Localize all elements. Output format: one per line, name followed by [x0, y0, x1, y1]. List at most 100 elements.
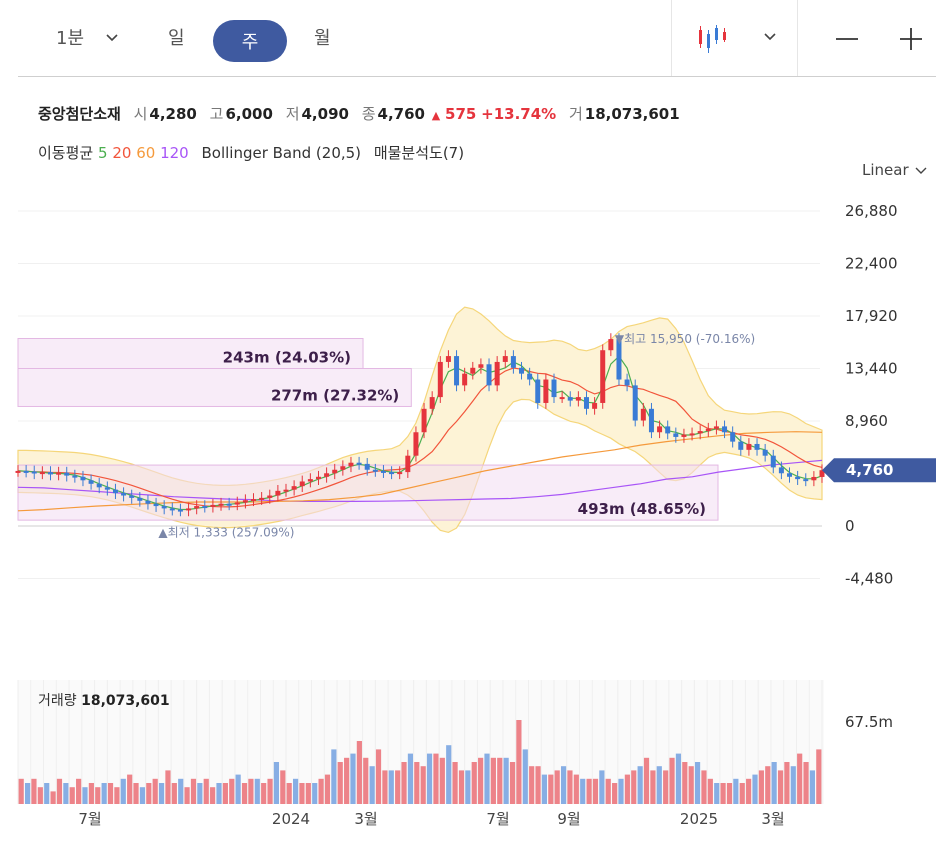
y-tick-label: 22,400 [845, 255, 898, 273]
volume-profile-label: 243m (24.03%) [223, 349, 351, 367]
volume-bar [688, 766, 694, 804]
volume-bar [146, 783, 152, 804]
x-tick-label: 2024 [272, 810, 310, 828]
candle-body [31, 471, 37, 474]
scale-mode-select[interactable]: Linear [862, 161, 927, 179]
volume-profile-label: 277m (27.32%) [271, 386, 399, 404]
change-percent: +13.74% [481, 105, 557, 123]
candle-body [202, 506, 208, 509]
ma-label: 이동평균 [38, 144, 94, 162]
candlestick-icon-svg [699, 25, 726, 53]
volume-bar [337, 762, 343, 804]
ma60-line [17, 431, 823, 512]
candle-body [787, 473, 793, 477]
zoom-out-icon[interactable] [835, 28, 859, 56]
interval-day-button[interactable]: 일 [168, 28, 185, 49]
volume-bar [222, 783, 228, 804]
candle-body [738, 441, 744, 450]
candle-body [470, 367, 476, 374]
y-tick-label: -4,480 [845, 570, 893, 588]
candle-body [397, 472, 403, 475]
candle-body [177, 509, 183, 512]
volume-profile-label: 493m (48.65%) [578, 500, 706, 518]
volume-bar [618, 778, 624, 804]
volume-bar [637, 766, 643, 804]
candle-body [616, 339, 622, 380]
candle-body [429, 397, 435, 409]
volume-bar [484, 753, 490, 804]
candle-body [242, 500, 248, 503]
candle-body [608, 339, 614, 351]
candle-body [437, 361, 443, 398]
indicator-legend[interactable]: 이동평균 5 20 60 120 Bollinger Band (20,5) 매… [38, 142, 464, 163]
candle-body [762, 449, 768, 456]
volume-bar [643, 757, 650, 804]
volume-value: 18,073,601 [584, 105, 680, 123]
volume-bar [382, 770, 388, 804]
interval-month-button[interactable]: 월 [314, 28, 331, 49]
candle-body [624, 379, 630, 386]
current-price-label: 4,760 [846, 461, 893, 479]
volume-bar [809, 770, 816, 804]
candle-body [218, 503, 224, 506]
candle-body [210, 504, 216, 507]
toolbar: 1분 일 주 월 [0, 0, 936, 77]
volume-bar [133, 783, 139, 804]
candle-body [145, 500, 151, 504]
volume-bar [152, 778, 158, 804]
volume-bar [388, 770, 394, 804]
candle-body [543, 379, 549, 403]
change-arrow: ▲ [431, 109, 441, 122]
candle-body [567, 397, 573, 401]
candle-body [421, 408, 427, 433]
candle-body [332, 469, 338, 474]
volume-bar [586, 778, 592, 804]
volume-bar [739, 783, 745, 804]
candle-body [648, 408, 654, 433]
volume-bar [752, 774, 758, 804]
candle-body [324, 473, 330, 477]
volume-bar [784, 762, 790, 804]
volume-bar [184, 787, 190, 804]
candle-body [510, 356, 516, 368]
volume-bar [127, 774, 133, 804]
high-annotation: ▼최고 15,950 (-70.16%) [615, 332, 755, 346]
candlestick-type-icon[interactable] [698, 24, 732, 58]
chevron-down-icon[interactable] [105, 31, 119, 47]
plus-icon-svg [900, 28, 922, 50]
low-label: 저 [285, 105, 300, 123]
volume-bar [720, 783, 726, 804]
chart-type-chevron-svg [764, 33, 776, 41]
candle-body [795, 476, 801, 480]
candle-body [380, 470, 386, 473]
volume-bar [63, 783, 69, 804]
volume-bar [522, 749, 528, 804]
toolbar-divider-2 [797, 0, 798, 76]
interval-minute-select[interactable]: 1분 [56, 24, 84, 50]
volume-bar [356, 741, 362, 804]
candle-body [194, 506, 200, 509]
volume-bar [414, 762, 420, 804]
volume-bar [471, 762, 477, 804]
volume-bar [726, 783, 733, 804]
volume-bar [114, 787, 120, 804]
volume-bar [216, 783, 222, 804]
candle-body [770, 455, 776, 468]
chart-type-chevron-icon[interactable] [763, 30, 777, 46]
volume-bar [707, 778, 713, 804]
volume-bar [573, 774, 579, 804]
volume-bar [777, 770, 784, 804]
volume-bar [490, 757, 496, 804]
interval-week-button[interactable]: 주 [213, 20, 287, 62]
volume-bar [797, 753, 803, 804]
candle-body [559, 397, 565, 400]
volume-profile-bars: 243m (24.03%) 277m (27.32%) 493m (48.65%) [17, 338, 719, 521]
candle-body [754, 443, 760, 450]
volume-bar [318, 778, 324, 804]
x-tick-label: 3월 [354, 810, 377, 828]
volume-bar [350, 753, 356, 804]
zoom-in-icon[interactable] [899, 28, 923, 56]
candle-body [161, 506, 167, 509]
candle-body [673, 433, 679, 437]
